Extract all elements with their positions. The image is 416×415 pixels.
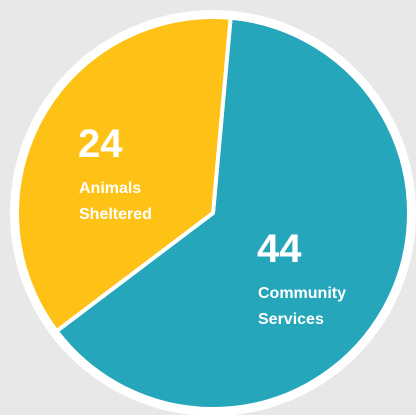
pie-slice-label-1-line-1: Sheltered	[79, 206, 152, 223]
pie-slice-value-1: 24	[78, 122, 123, 166]
pie-slice-0	[54, 15, 411, 411]
pie-slice-1	[15, 15, 233, 334]
pie-slice-value-0: 44	[257, 227, 302, 271]
pie-slice-label-1-line-0: Animals	[79, 180, 141, 197]
labels-layer: 44 Community Services 24 Animals Sheltered	[78, 122, 346, 328]
pie-slice-label-0-line-0: Community	[258, 285, 346, 302]
slices-layer	[15, 15, 411, 411]
pie-slice-label-0-line-1: Services	[258, 311, 324, 328]
